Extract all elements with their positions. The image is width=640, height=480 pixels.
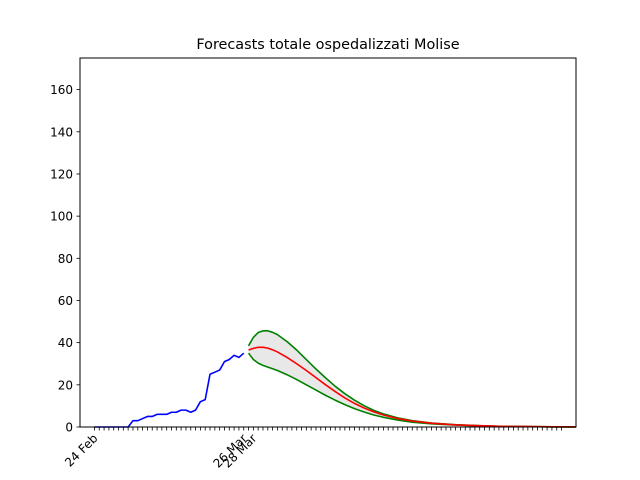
plot-area bbox=[80, 58, 576, 427]
y-tick-label: 60 bbox=[58, 294, 73, 308]
x-tick-label: 24 Feb bbox=[62, 431, 100, 469]
forecast-median-line bbox=[248, 346, 577, 428]
y-tick-label: 100 bbox=[50, 210, 73, 224]
confidence-band-layer bbox=[248, 330, 576, 427]
y-tick-label: 20 bbox=[58, 378, 73, 392]
y-tick-label: 120 bbox=[50, 167, 73, 181]
y-tick-label: 140 bbox=[50, 125, 73, 139]
plot-frame bbox=[79, 57, 577, 428]
chart-title: Forecasts totale ospedalizzati Molise bbox=[196, 37, 459, 53]
confidence-band bbox=[248, 330, 576, 427]
y-axis: 0 20 40 60 80 100 120 140 160 bbox=[50, 83, 80, 435]
y-tick-label: 160 bbox=[50, 83, 73, 97]
y-tick-label: 40 bbox=[58, 336, 73, 350]
y-tick-label: 80 bbox=[58, 252, 73, 266]
y-tick-label: 0 bbox=[65, 421, 73, 435]
